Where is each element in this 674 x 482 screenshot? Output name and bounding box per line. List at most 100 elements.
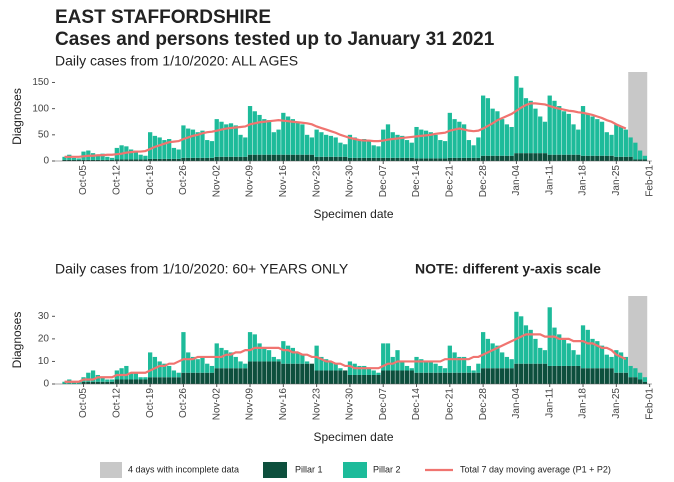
- bar: [461, 372, 467, 384]
- subtitle: Cases and persons tested up to January 3…: [55, 29, 495, 50]
- bar: [618, 126, 624, 157]
- bar: [371, 374, 376, 384]
- bar: [580, 368, 586, 384]
- bar: [171, 158, 177, 161]
- bar: [328, 156, 334, 161]
- bar: [328, 361, 334, 371]
- bar: [324, 156, 329, 161]
- bar: [519, 316, 524, 364]
- bar: [105, 381, 110, 384]
- bar: [585, 155, 590, 161]
- bar: [480, 332, 486, 369]
- bar: [262, 119, 267, 155]
- bar: [623, 129, 628, 157]
- bar: [604, 155, 609, 161]
- bar: [128, 379, 134, 384]
- bar: [414, 356, 419, 373]
- bar: [281, 363, 286, 384]
- x-tick-label: Nov-23: [311, 388, 322, 421]
- bar: [509, 126, 514, 156]
- bar: [186, 372, 191, 384]
- bar: [404, 157, 410, 161]
- bar: [290, 347, 295, 364]
- bar: [252, 361, 257, 384]
- bar: [371, 145, 376, 158]
- bar: [100, 159, 105, 161]
- bar: [133, 379, 139, 384]
- legend-label: 4 days with incomplete data: [128, 464, 239, 474]
- bar: [314, 129, 319, 157]
- bar: [233, 368, 238, 384]
- bar: [119, 368, 124, 380]
- bar: [147, 352, 153, 378]
- bar: [404, 370, 410, 384]
- bar: [228, 352, 234, 369]
- bar: [167, 377, 172, 384]
- bar: [86, 372, 91, 382]
- bar: [571, 350, 576, 366]
- x-tick-label: Dec-14: [411, 388, 422, 421]
- bar: [143, 159, 148, 161]
- y-tick-label: 0: [43, 156, 49, 167]
- bar: [461, 124, 467, 158]
- bar: [285, 116, 291, 155]
- moving-average-line: [64, 333, 627, 383]
- bar: [257, 114, 262, 155]
- bar: [224, 124, 229, 157]
- x-tick-label: Jan-18: [578, 165, 589, 196]
- bar: [395, 350, 400, 371]
- bar: [419, 359, 424, 373]
- bar: [528, 153, 533, 161]
- bar: [319, 132, 324, 157]
- x-axis-title: Specimen date: [313, 207, 393, 221]
- bar: [100, 377, 105, 382]
- y-tick-label: 20: [38, 334, 50, 345]
- panel-title: Daily cases from 1/10/2020: ALL AGES: [55, 53, 298, 69]
- bar: [143, 379, 148, 384]
- bar: [119, 159, 124, 161]
- bar: [228, 368, 234, 384]
- bar: [333, 137, 338, 157]
- bar: [138, 379, 143, 384]
- bar: [114, 159, 119, 161]
- bar: [385, 370, 391, 384]
- bar: [133, 372, 139, 380]
- bar: [604, 354, 609, 369]
- bar: [618, 352, 624, 373]
- bar: [138, 159, 143, 161]
- bar: [186, 352, 191, 373]
- x-tick-label: Nov-23: [311, 165, 322, 198]
- bar: [571, 124, 576, 155]
- bar: [628, 156, 633, 161]
- bar: [637, 150, 643, 160]
- bar: [438, 158, 443, 161]
- bar: [566, 113, 571, 155]
- bar: [266, 154, 272, 161]
- panel-title: Daily cases from 1/10/2020: 60+ YEARS ON…: [55, 261, 349, 277]
- bar: [81, 381, 86, 384]
- bar: [304, 154, 310, 161]
- bar: [409, 142, 414, 158]
- note: NOTE: different y-axis scale: [415, 261, 601, 277]
- bar: [257, 343, 262, 362]
- bar: [281, 112, 286, 155]
- bar: [419, 372, 424, 384]
- bar: [585, 368, 590, 384]
- bar: [457, 157, 462, 161]
- bar: [95, 154, 100, 160]
- y-tick-label: 50: [38, 129, 50, 140]
- bar: [200, 372, 205, 384]
- bar: [552, 365, 557, 384]
- bar: [447, 112, 452, 158]
- bar: [452, 119, 457, 158]
- bar: [609, 134, 614, 156]
- bar: [599, 345, 605, 369]
- bar: [271, 154, 276, 161]
- bar: [423, 361, 429, 373]
- bar: [542, 121, 548, 154]
- bar: [205, 372, 210, 384]
- bar: [376, 146, 381, 158]
- bar: [414, 372, 419, 384]
- bar: [90, 159, 96, 161]
- bar: [609, 155, 614, 161]
